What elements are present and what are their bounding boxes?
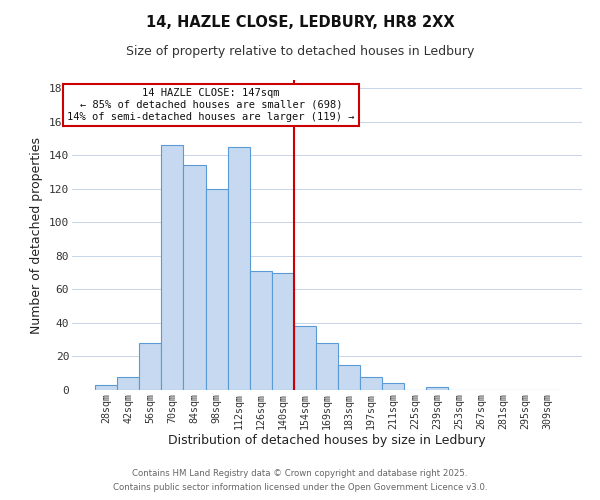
Text: 14, HAZLE CLOSE, LEDBURY, HR8 2XX: 14, HAZLE CLOSE, LEDBURY, HR8 2XX [146, 15, 454, 30]
Text: Size of property relative to detached houses in Ledbury: Size of property relative to detached ho… [126, 45, 474, 58]
Bar [117, 376, 139, 390]
Bar [427, 386, 448, 390]
Text: 14 HAZLE CLOSE: 147sqm
← 85% of detached houses are smaller (698)
14% of semi-de: 14 HAZLE CLOSE: 147sqm ← 85% of detached… [67, 88, 355, 122]
X-axis label: Distribution of detached houses by size in Ledbury: Distribution of detached houses by size … [168, 434, 486, 448]
Bar [161, 146, 184, 390]
Bar [95, 385, 117, 390]
Bar [360, 376, 382, 390]
Bar [227, 147, 250, 390]
Bar [184, 166, 206, 390]
Text: Contains public sector information licensed under the Open Government Licence v3: Contains public sector information licen… [113, 484, 487, 492]
Text: Contains HM Land Registry data © Crown copyright and database right 2025.: Contains HM Land Registry data © Crown c… [132, 468, 468, 477]
Bar [272, 272, 294, 390]
Bar [139, 343, 161, 390]
Bar [316, 343, 338, 390]
Bar [382, 384, 404, 390]
Y-axis label: Number of detached properties: Number of detached properties [31, 136, 43, 334]
Bar [250, 271, 272, 390]
Bar [294, 326, 316, 390]
Bar [206, 189, 227, 390]
Bar [338, 365, 360, 390]
